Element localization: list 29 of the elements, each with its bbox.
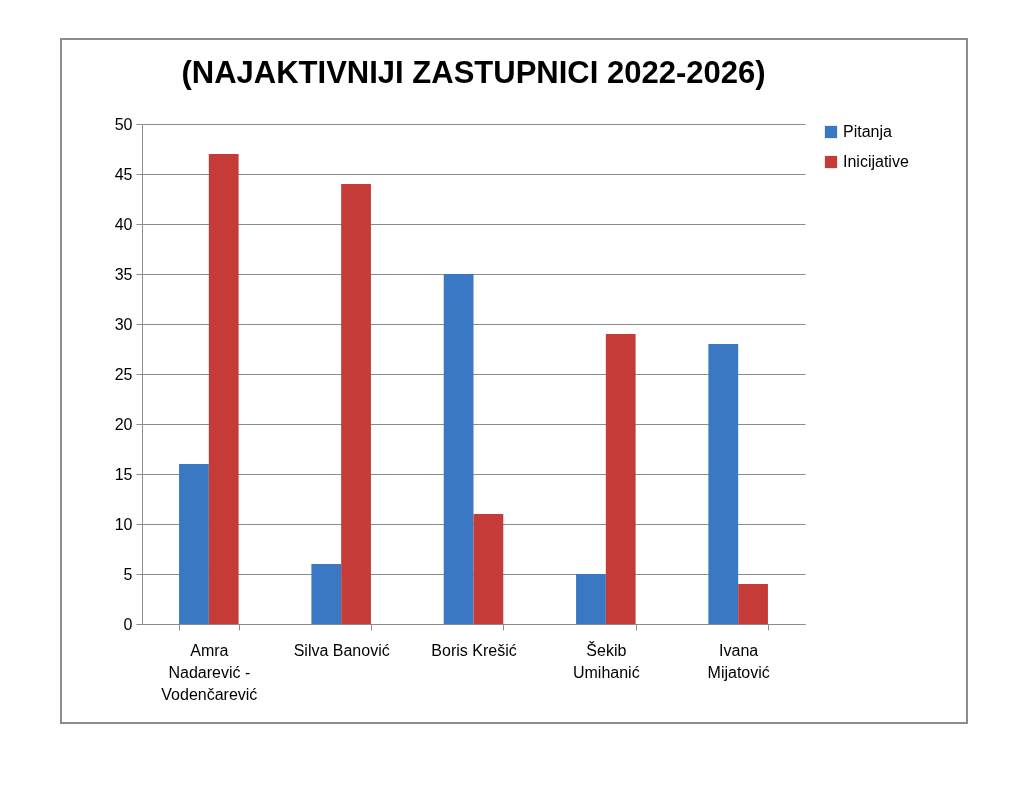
bar	[179, 464, 209, 624]
y-tick-label: 10	[114, 515, 133, 533]
bar	[605, 334, 636, 624]
x-tick-label: Ivana Mijatović	[707, 641, 770, 681]
chart-title: (NAJAKTIVNIJI ZASTUPNICI 2022-2026)	[181, 55, 766, 90]
x-tick-label: Boris Krešić	[431, 641, 517, 659]
bar	[208, 154, 239, 624]
y-tick-label: 5	[123, 565, 133, 583]
y-tick-label: 25	[114, 365, 133, 383]
y-tick-label: 35	[114, 265, 133, 283]
y-tick-label: 20	[114, 415, 133, 433]
legend-label: Inicijative	[843, 153, 909, 170]
bar	[311, 564, 342, 624]
bar	[443, 274, 474, 624]
bar	[473, 514, 504, 624]
bar	[738, 584, 768, 624]
x-tick-label: Silva Banović	[293, 641, 390, 659]
y-tick-label: 45	[114, 165, 133, 183]
bar	[708, 344, 739, 624]
y-tick-label: 50	[114, 115, 133, 133]
x-tick-label: Amra Nadarević - Vodenčarević	[161, 641, 258, 703]
y-tick-label: 30	[114, 315, 133, 333]
legend-label: Pitanja	[843, 123, 893, 140]
bar	[576, 574, 606, 624]
y-tick-label: 15	[114, 465, 133, 483]
bar	[341, 184, 371, 624]
y-tick-label: 0	[123, 615, 133, 633]
y-tick-label: 40	[114, 215, 133, 233]
x-tick-label: Šekib Umihanić	[572, 640, 640, 681]
